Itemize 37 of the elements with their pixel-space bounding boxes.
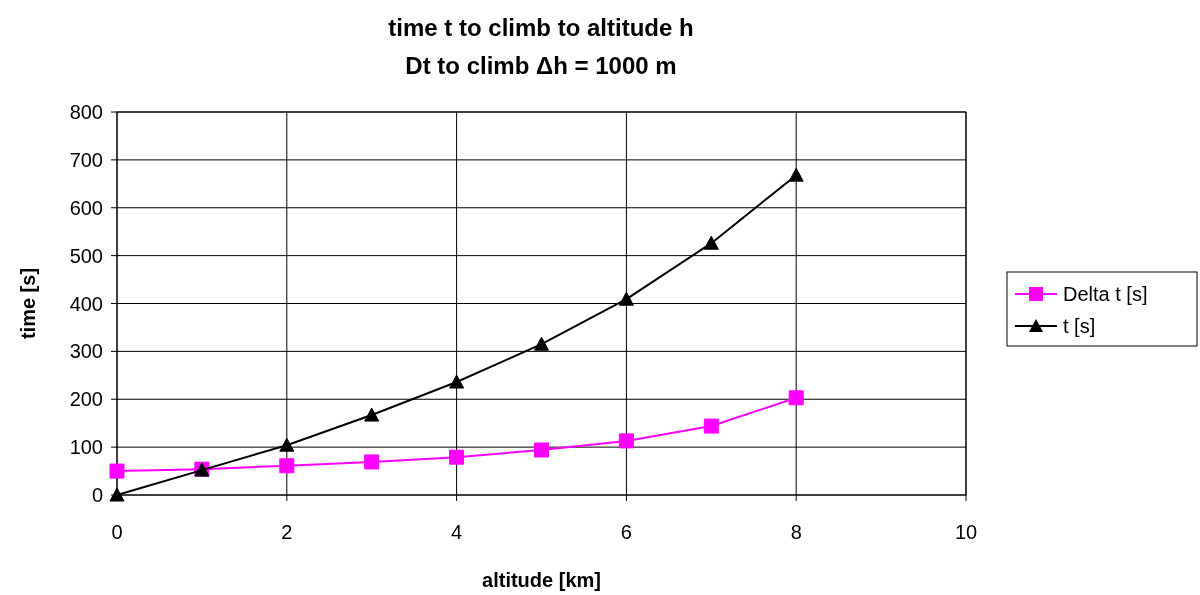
y-tick-label: 100 xyxy=(69,436,103,459)
x-tick-label: 8 xyxy=(790,521,802,543)
point xyxy=(364,454,380,470)
point xyxy=(279,458,295,474)
point xyxy=(703,235,719,250)
y-tick-label: 300 xyxy=(69,340,103,363)
y-tick-label: 600 xyxy=(69,196,103,219)
x-tick-label: 2 xyxy=(281,521,293,543)
y-tick-label: 500 xyxy=(69,244,103,267)
point xyxy=(449,374,465,389)
y-tick-label: 200 xyxy=(69,388,103,411)
y-tick-label: 0 xyxy=(91,484,103,506)
x-tick-label: 4 xyxy=(451,521,463,543)
legend-label: t [s] xyxy=(1063,315,1096,337)
point xyxy=(364,407,380,422)
chart-title: time t to climb to altitude h xyxy=(388,14,694,41)
x-axis-title: altitude [km] xyxy=(482,569,601,591)
point xyxy=(534,442,549,458)
x-tick-label: 10 xyxy=(954,521,978,543)
x-tick-label: 6 xyxy=(620,521,632,543)
point xyxy=(703,418,719,434)
y-tick-label: 800 xyxy=(69,101,103,123)
point xyxy=(109,487,125,502)
point xyxy=(618,291,634,306)
point xyxy=(449,449,465,465)
y-axis-title: time [s] xyxy=(17,267,39,340)
legend-label: Delta t [s] xyxy=(1063,283,1148,305)
y-tick-label: 400 xyxy=(69,292,103,315)
chart-subtitle: Dt to climb Δh = 1000 m xyxy=(405,52,677,79)
x-tick-label: 0 xyxy=(111,521,123,543)
point xyxy=(788,167,804,182)
point xyxy=(279,437,295,452)
point xyxy=(788,390,804,406)
point xyxy=(109,463,125,479)
point xyxy=(618,433,634,449)
point xyxy=(534,336,549,351)
y-tick-label: 700 xyxy=(69,148,103,171)
